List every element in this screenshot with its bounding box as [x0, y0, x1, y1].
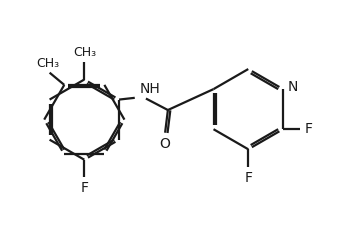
Text: F: F [80, 181, 88, 195]
Text: NH: NH [140, 82, 161, 96]
Text: CH₃: CH₃ [73, 46, 96, 59]
Text: F: F [305, 122, 313, 136]
Text: N: N [287, 80, 298, 94]
Text: CH₃: CH₃ [36, 57, 59, 70]
Text: O: O [159, 137, 170, 151]
Text: F: F [244, 171, 252, 185]
